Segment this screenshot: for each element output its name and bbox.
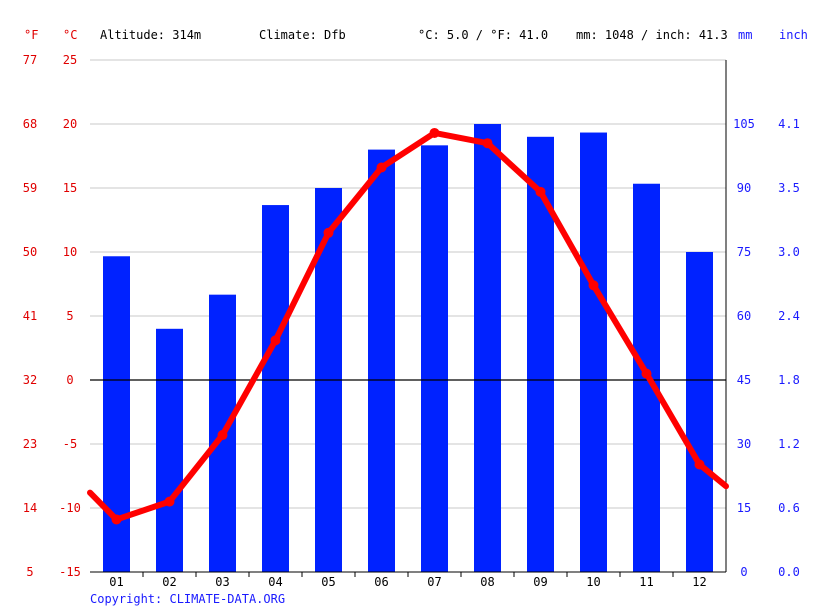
celsius-tick-label: -15 bbox=[59, 565, 81, 579]
fahrenheit-tick-label: 68 bbox=[23, 117, 37, 131]
temperature-point bbox=[217, 430, 228, 441]
month-tick-label: 10 bbox=[586, 575, 600, 589]
month-tick-label: 01 bbox=[109, 575, 123, 589]
month-tick-label: 08 bbox=[480, 575, 494, 589]
temperature-point bbox=[270, 335, 281, 346]
axes bbox=[90, 60, 727, 577]
mm-tick-label: 15 bbox=[737, 501, 751, 515]
precipitation-bar bbox=[474, 124, 501, 572]
precipitation-bar bbox=[262, 205, 289, 573]
fahrenheit-tick-label: 23 bbox=[23, 437, 37, 451]
mm-unit-label: mm bbox=[738, 28, 753, 42]
temperature-point bbox=[164, 496, 175, 507]
mm-tick-label: 0 bbox=[740, 565, 747, 579]
fahrenheit-tick-label: 14 bbox=[23, 501, 37, 515]
temperature-point bbox=[376, 162, 387, 173]
month-tick-label: 04 bbox=[268, 575, 282, 589]
fahrenheit-tick-label: 32 bbox=[23, 373, 37, 387]
average-temperature-label: °C: 5.0 / °F: 41.0 bbox=[418, 28, 549, 42]
precipitation-bars bbox=[103, 124, 713, 573]
total-precipitation-label: mm: 1048 / inch: 41.3 bbox=[576, 28, 728, 42]
inch-tick-label: 3.0 bbox=[778, 245, 800, 259]
precipitation-bar bbox=[421, 145, 448, 573]
temperature-line bbox=[87, 127, 729, 525]
temperature-point bbox=[641, 368, 652, 379]
fahrenheit-tick-label: 50 bbox=[23, 245, 37, 259]
month-tick-label: 05 bbox=[321, 575, 335, 589]
mm-tick-label: 105 bbox=[733, 117, 755, 131]
temperature-point bbox=[588, 280, 599, 291]
mm-tick-label: 60 bbox=[737, 309, 751, 323]
celsius-tick-label: 15 bbox=[63, 181, 77, 195]
precipitation-bar bbox=[527, 136, 554, 573]
celsius-tick-label: 5 bbox=[66, 309, 73, 323]
temperature-point bbox=[535, 186, 546, 197]
celsius-tick-label: 25 bbox=[63, 53, 77, 67]
inch-tick-label: 0.0 bbox=[778, 565, 800, 579]
month-tick-label: 02 bbox=[162, 575, 176, 589]
month-tick-label: 07 bbox=[427, 575, 441, 589]
temperature-point bbox=[482, 138, 493, 149]
fahrenheit-unit-label: °F bbox=[24, 28, 39, 42]
precipitation-bar bbox=[580, 132, 607, 573]
celsius-tick-label: 20 bbox=[63, 117, 77, 131]
month-tick-label: 03 bbox=[215, 575, 229, 589]
month-tick-label: 12 bbox=[692, 575, 706, 589]
fahrenheit-tick-label: 59 bbox=[23, 181, 37, 195]
celsius-tick-label: -5 bbox=[63, 437, 77, 451]
mm-tick-label: 75 bbox=[737, 245, 751, 259]
inch-tick-label: 2.4 bbox=[778, 309, 800, 323]
celsius-unit-label: °C bbox=[63, 28, 78, 42]
temperature-series-line bbox=[87, 129, 729, 523]
fahrenheit-tick-label: 5 bbox=[26, 565, 33, 579]
fahrenheit-tick-label: 77 bbox=[23, 53, 37, 67]
inch-unit-label: inch bbox=[779, 28, 808, 42]
precipitation-bar bbox=[103, 256, 130, 572]
temperature-point bbox=[323, 227, 334, 238]
celsius-tick-label: 0 bbox=[66, 373, 73, 387]
celsius-tick-label: -10 bbox=[59, 501, 81, 515]
grid-lines bbox=[90, 59, 726, 509]
mm-tick-label: 30 bbox=[737, 437, 751, 451]
precipitation-bar bbox=[686, 252, 713, 572]
temperature-point bbox=[694, 459, 705, 470]
precipitation-bar bbox=[156, 328, 183, 572]
fahrenheit-tick-label: 41 bbox=[23, 309, 37, 323]
mm-tick-label: 90 bbox=[737, 181, 751, 195]
precipitation-bar bbox=[368, 149, 395, 572]
temperature-point bbox=[111, 514, 122, 525]
altitude-label: Altitude: 314m bbox=[100, 28, 202, 42]
temperature-point bbox=[429, 127, 440, 138]
copyright-link[interactable]: Copyright: CLIMATE-DATA.ORG bbox=[90, 592, 286, 606]
mm-tick-label: 45 bbox=[737, 373, 751, 387]
celsius-tick-label: 10 bbox=[63, 245, 77, 259]
inch-tick-label: 4.1 bbox=[778, 117, 800, 131]
month-tick-label: 09 bbox=[533, 575, 547, 589]
inch-tick-label: 0.6 bbox=[778, 501, 800, 515]
inch-tick-label: 1.2 bbox=[778, 437, 800, 451]
inch-tick-label: 1.8 bbox=[778, 373, 800, 387]
month-tick-label: 11 bbox=[639, 575, 653, 589]
month-tick-label: 06 bbox=[374, 575, 388, 589]
inch-tick-label: 3.5 bbox=[778, 181, 800, 195]
climate-label: Climate: Dfb bbox=[259, 28, 346, 42]
